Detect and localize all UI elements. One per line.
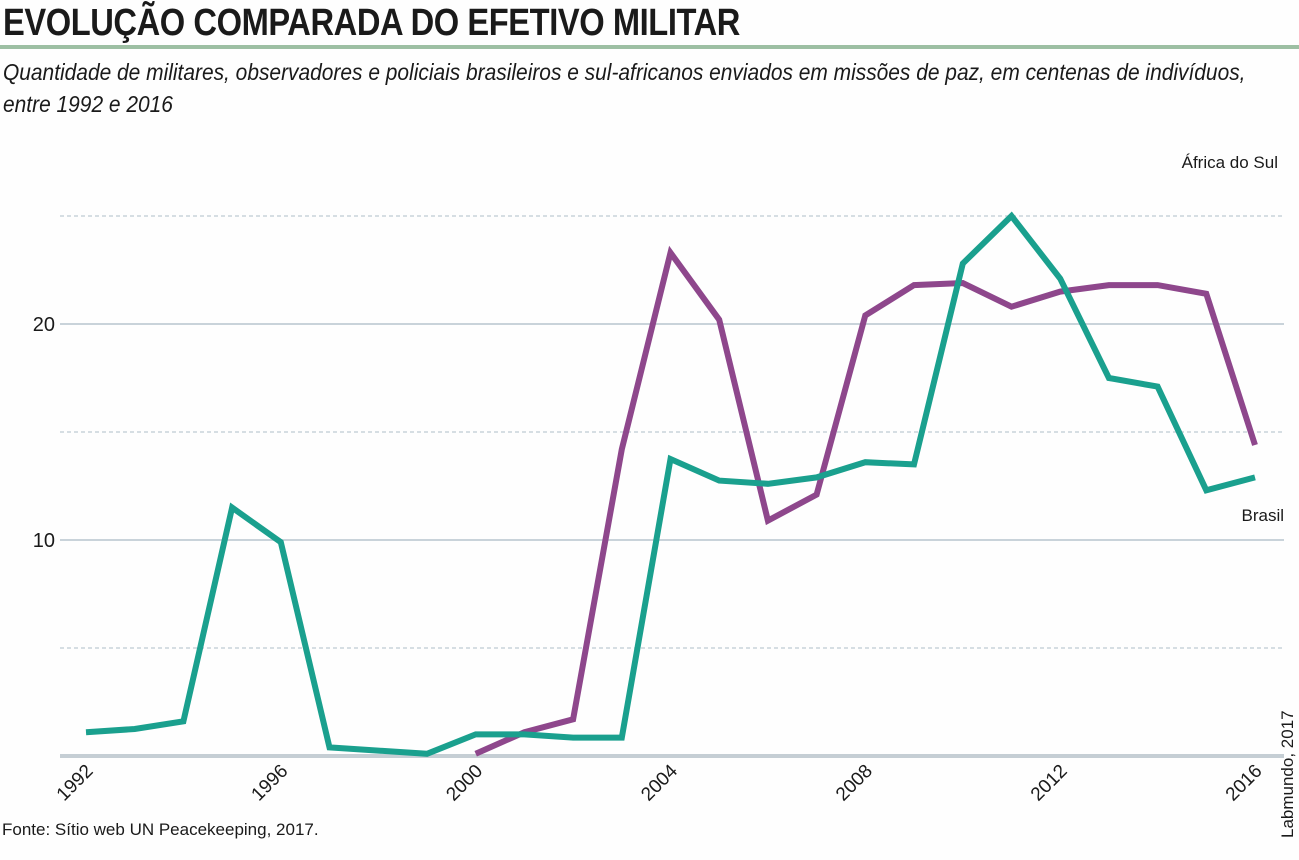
x-tick-label: 2004 [637, 760, 682, 805]
chart-title: EVOLUÇÃO COMPARADA DO EFETIVO MILITAR [3, 2, 740, 44]
x-tick-label: 2008 [832, 761, 877, 806]
title-divider [0, 45, 1299, 49]
y-tick-label: 10 [33, 530, 55, 552]
y-tick-labels: 10 20 [33, 314, 55, 552]
x-tick-label: 2012 [1027, 761, 1072, 806]
x-tick-label: 2000 [442, 761, 487, 806]
x-tick-label: 2016 [1222, 761, 1267, 806]
x-tick-label: 1992 [53, 761, 98, 806]
gridlines [60, 215, 1284, 758]
series-line-brasil [85, 211, 1256, 757]
x-tick-label: 1996 [248, 761, 293, 806]
chart-subtitle: Quantidade de militares, observadores e … [3, 59, 1246, 117]
x-tick-labels: 1992 1996 2000 2004 2008 2012 2016 [53, 760, 1267, 805]
y-tick-label: 20 [33, 314, 55, 336]
series-line--frica-do-sul [474, 245, 1258, 757]
legend-label-africa-do-sul: África do Sul [1182, 153, 1278, 172]
legend-label-brasil: Brasil [1241, 506, 1284, 525]
series-lines [85, 211, 1258, 757]
source-note: Fonte: Sítio web UN Peacekeeping, 2017. [2, 820, 319, 839]
credit-note: Labmundo, 2017 [1278, 710, 1297, 838]
